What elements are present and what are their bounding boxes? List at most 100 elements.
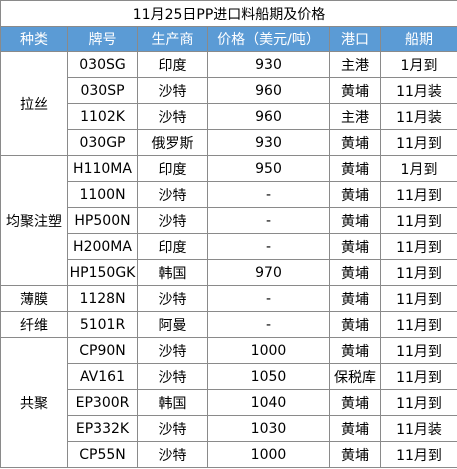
- shipment-cell: 11月到: [379, 441, 457, 468]
- port-cell: 黄埔: [329, 311, 381, 338]
- price-cell: 1030: [207, 415, 330, 442]
- price-cell: -: [207, 285, 330, 312]
- grade-cell: AV161: [67, 363, 138, 390]
- shipment-cell: 1月到: [379, 155, 457, 182]
- price-cell: 950: [207, 155, 330, 182]
- grade-cell: H200MA: [67, 233, 138, 260]
- table-row: HP150GK 韩国 970 黄埔 11月到: [1, 259, 457, 286]
- shipment-cell: 11月到: [379, 337, 457, 364]
- producer-cell: 沙特: [137, 441, 208, 468]
- grade-cell: HP500N: [67, 207, 138, 234]
- port-cell: 黄埔: [329, 259, 381, 286]
- shipment-cell: 11月到: [379, 181, 457, 208]
- price-cell: 1050: [207, 363, 330, 390]
- table-row: EP332K 沙特 1030 黄埔 11月装: [1, 415, 457, 442]
- category-cell: 拉丝: [0, 51, 68, 156]
- header-price: 价格（美元/吨）: [207, 26, 330, 52]
- grade-cell: 030SP: [67, 77, 138, 104]
- table-row: CP55N 沙特 1000 黄埔 11月到: [1, 441, 457, 468]
- shipment-cell: 1月到: [379, 51, 457, 78]
- table-title: 11月25日PP进口料船期及价格: [0, 0, 457, 27]
- table-row: H200MA 印度 - 黄埔 11月到: [1, 233, 457, 260]
- shipment-cell: 11月装: [379, 415, 457, 442]
- port-cell: 主港: [329, 103, 381, 130]
- shipment-cell: 11月到: [379, 259, 457, 286]
- table-row: 拉丝 030SG 印度 930 主港 1月到: [0, 51, 457, 156]
- shipment-cell: 11月到: [379, 363, 457, 390]
- producer-cell: 沙特: [137, 285, 208, 312]
- category-cell: 均聚注塑: [0, 155, 68, 286]
- category-cell: 纤维: [0, 311, 68, 338]
- price-cell: -: [207, 181, 330, 208]
- port-cell: 黄埔: [329, 181, 381, 208]
- table-row: 共聚 CP90N 沙特 1000 黄埔 11月到: [0, 337, 457, 468]
- port-cell: 黄埔: [329, 207, 381, 234]
- producer-cell: 印度: [137, 233, 208, 260]
- shipment-cell: 11月到: [379, 389, 457, 416]
- producer-cell: 沙特: [137, 181, 208, 208]
- table-row: 030GP 俄罗斯 930 黄埔 11月到: [1, 129, 457, 156]
- header-grade: 牌号: [67, 26, 138, 52]
- category-cell: 薄膜: [0, 285, 68, 312]
- producer-cell: 沙特: [137, 415, 208, 442]
- price-cell: 1040: [207, 389, 330, 416]
- port-cell: 黄埔: [329, 285, 381, 312]
- table-row: EP300R 韩国 1040 黄埔 11月到: [1, 389, 457, 416]
- header-port: 港口: [329, 26, 381, 52]
- title-row: 11月25日PP进口料船期及价格: [0, 0, 457, 27]
- grade-cell: HP150GK: [67, 259, 138, 286]
- price-cell: 970: [207, 259, 330, 286]
- producer-cell: 沙特: [137, 103, 208, 130]
- shipment-cell: 11月装: [379, 77, 457, 104]
- table-row: 薄膜 1128N 沙特 - 黄埔 11月到: [0, 285, 457, 312]
- producer-cell: 印度: [137, 51, 208, 78]
- producer-cell: 沙特: [137, 337, 208, 364]
- header-producer: 生产商: [137, 26, 208, 52]
- grade-cell: CP55N: [67, 441, 138, 468]
- price-cell: -: [207, 233, 330, 260]
- grade-cell: 030SG: [67, 51, 138, 78]
- port-cell: 主港: [329, 51, 381, 78]
- port-cell: 黄埔: [329, 441, 381, 468]
- grade-cell: EP332K: [67, 415, 138, 442]
- header-category: 种类: [0, 26, 68, 52]
- table-row: 均聚注塑 H110MA 印度 950 黄埔 1月到: [0, 155, 457, 286]
- price-cell: 960: [207, 77, 330, 104]
- table-row: HP500N 沙特 - 黄埔 11月到: [1, 207, 457, 234]
- header-row: 种类 牌号 生产商 价格（美元/吨） 港口 船期: [0, 26, 457, 52]
- grade-cell: H110MA: [67, 155, 138, 182]
- table-row: AV161 沙特 1050 保税库 11月到: [1, 363, 457, 390]
- table-row: 1102K 沙特 960 主港 11月装: [1, 103, 457, 130]
- producer-cell: 韩国: [137, 389, 208, 416]
- producer-cell: 沙特: [137, 207, 208, 234]
- category-cell: 共聚: [0, 337, 68, 468]
- price-cell: 930: [207, 51, 330, 78]
- table-row: 纤维 5101R 阿曼 - 黄埔 11月到: [0, 311, 457, 338]
- shipment-cell: 11月到: [379, 311, 457, 338]
- grade-cell: 1100N: [67, 181, 138, 208]
- producer-cell: 沙特: [137, 77, 208, 104]
- port-cell: 黄埔: [329, 77, 381, 104]
- grade-cell: CP90N: [67, 337, 138, 364]
- table-row: 030SP 沙特 960 黄埔 11月装: [1, 77, 457, 104]
- grade-cell: 1102K: [67, 103, 138, 130]
- producer-cell: 韩国: [137, 259, 208, 286]
- producer-cell: 印度: [137, 155, 208, 182]
- shipment-cell: 11月到: [379, 233, 457, 260]
- price-cell: -: [207, 207, 330, 234]
- shipment-cell: 11月装: [379, 103, 457, 130]
- grade-cell: EP300R: [67, 389, 138, 416]
- grade-cell: 1128N: [67, 285, 138, 312]
- port-cell: 黄埔: [329, 389, 381, 416]
- shipment-cell: 11月到: [379, 207, 457, 234]
- producer-cell: 阿曼: [137, 311, 208, 338]
- shipment-cell: 11月到: [379, 285, 457, 312]
- port-cell: 保税库: [329, 363, 381, 390]
- producer-cell: 俄罗斯: [137, 129, 208, 156]
- price-cell: 1000: [207, 337, 330, 364]
- price-cell: 1000: [207, 441, 330, 468]
- header-shipment: 船期: [379, 26, 457, 52]
- port-cell: 黄埔: [329, 337, 381, 364]
- producer-cell: 沙特: [137, 363, 208, 390]
